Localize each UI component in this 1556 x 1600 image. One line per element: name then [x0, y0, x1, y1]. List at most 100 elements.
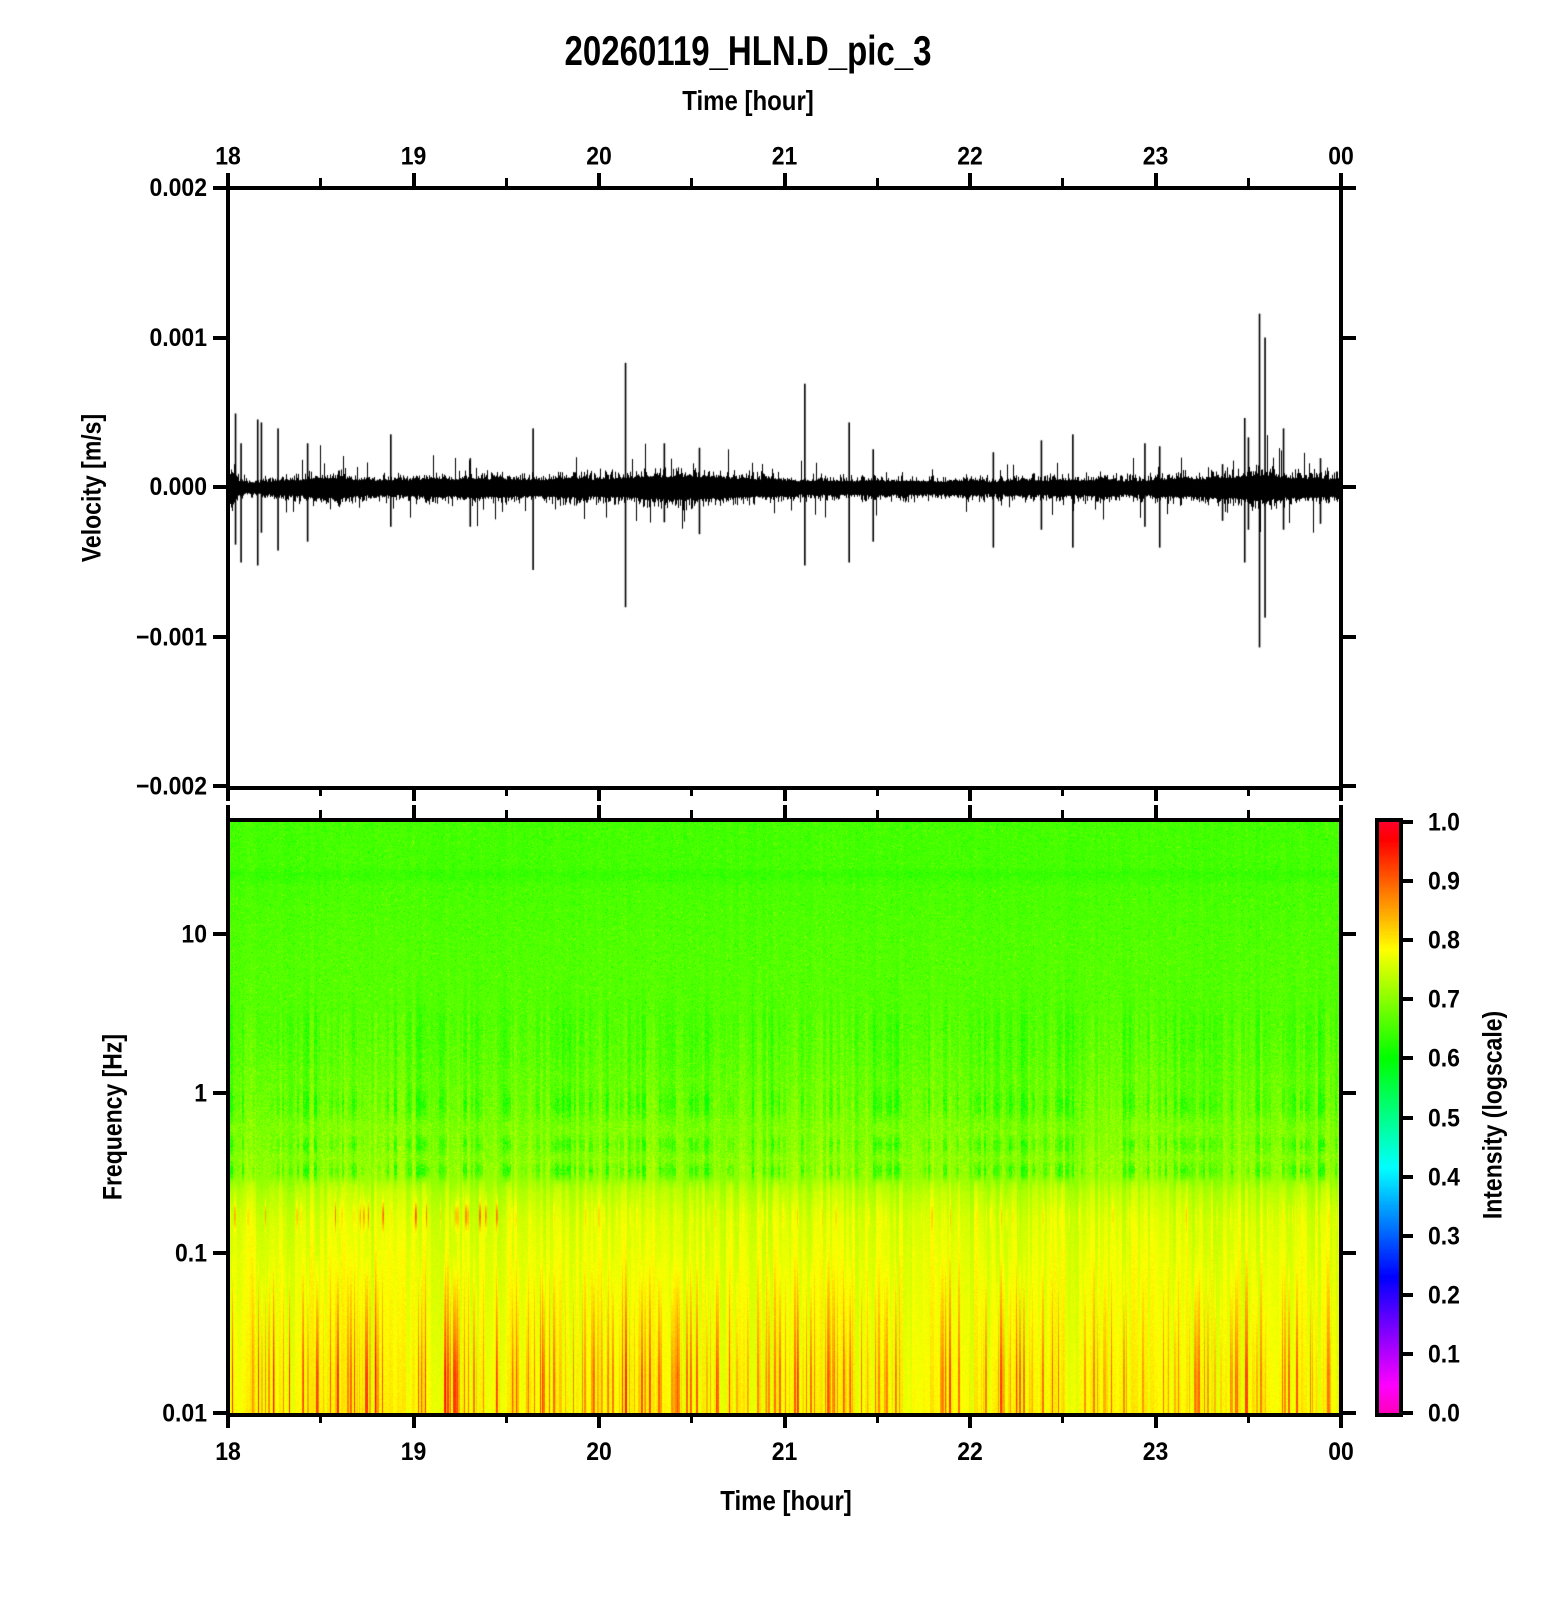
seismogram-waveform	[230, 190, 1339, 786]
halfhour-minor-tick	[690, 810, 694, 818]
hour-major-tick	[226, 1415, 230, 1428]
hour-major-tick	[1339, 173, 1343, 186]
colorbar-tick	[1403, 1115, 1413, 1120]
hour-major-tick	[226, 788, 230, 801]
hour-major-tick	[1339, 788, 1343, 801]
top-axis-tick-label: 18	[215, 141, 241, 171]
hour-major-tick	[411, 788, 416, 801]
frequency-tick	[1343, 1411, 1356, 1415]
spectrogram-heatmap	[230, 822, 1339, 1413]
halfhour-minor-tick	[1246, 788, 1250, 796]
colorbar-tick-label: 0.6	[1428, 1043, 1460, 1073]
velocity-tick	[1343, 634, 1356, 639]
halfhour-minor-tick	[875, 1415, 879, 1423]
halfhour-minor-tick	[690, 788, 694, 796]
colorbar-tick	[1403, 820, 1413, 824]
velocity-tick-label: 0.000	[149, 472, 207, 501]
bottom-axis-tick-label: 19	[400, 1436, 427, 1466]
colorbar-tick	[1403, 938, 1413, 943]
spectrogram-y-axis-title: Frequency [Hz]	[97, 1033, 128, 1201]
colorbar-tick	[1403, 997, 1413, 1002]
halfhour-minor-tick	[875, 788, 879, 796]
velocity-tick	[213, 485, 226, 489]
velocity-tick	[1343, 784, 1356, 788]
halfhour-minor-tick	[690, 1415, 694, 1423]
frequency-tick-label: 10	[181, 918, 207, 948]
hour-major-tick	[1339, 805, 1343, 818]
colorbar-tick-label: 0.9	[1428, 866, 1460, 895]
colorbar-tick-label: 0.2	[1428, 1279, 1460, 1309]
halfhour-minor-tick	[1061, 788, 1065, 796]
waveform-y-axis-title: Velocity [m/s]	[76, 413, 107, 563]
bottom-axis-tick-label: 20	[586, 1436, 612, 1466]
top-axis-tick-label: 20	[586, 141, 612, 171]
halfhour-minor-tick	[1246, 810, 1250, 818]
colorbar-tick-label: 0.3	[1428, 1220, 1460, 1250]
top-axis-tick-label: 23	[1142, 141, 1169, 171]
halfhour-minor-tick	[1246, 1415, 1250, 1423]
halfhour-minor-tick	[875, 178, 879, 186]
colorbar-tick	[1403, 1411, 1413, 1415]
hour-major-tick	[597, 788, 601, 801]
halfhour-minor-tick	[1061, 178, 1065, 186]
hour-major-tick	[968, 805, 972, 818]
halfhour-minor-tick	[504, 1415, 508, 1423]
colorbar-tick	[1403, 1233, 1413, 1238]
halfhour-minor-tick	[504, 810, 508, 818]
hour-major-tick	[782, 173, 787, 186]
hour-major-tick	[411, 805, 416, 818]
top-axis-tick-label: 19	[400, 141, 427, 171]
colorbar-tick-label: 0.7	[1428, 984, 1460, 1014]
hour-major-tick	[597, 1415, 601, 1428]
colorbar-tick-label: 0.4	[1428, 1161, 1460, 1191]
velocity-tick-label: −0.001	[136, 621, 207, 651]
colorbar-tick	[1403, 1056, 1413, 1061]
halfhour-minor-tick	[1246, 178, 1250, 186]
halfhour-minor-tick	[319, 810, 323, 818]
hour-major-tick	[411, 1415, 416, 1428]
hour-major-tick	[226, 805, 230, 818]
velocity-tick-label: 0.001	[149, 322, 207, 352]
hour-major-tick	[597, 173, 601, 186]
velocity-tick-label: 0.002	[149, 173, 207, 202]
hour-major-tick	[1339, 1415, 1343, 1428]
velocity-tick	[213, 634, 226, 639]
hour-major-tick	[226, 173, 230, 186]
frequency-tick	[213, 1091, 226, 1096]
velocity-tick	[213, 335, 226, 340]
colorbar-title: Intensity (logscale)	[1477, 1010, 1508, 1220]
hour-major-tick	[968, 1415, 972, 1428]
colorbar-gradient	[1379, 822, 1399, 1413]
frequency-tick	[1343, 931, 1356, 936]
colorbar-tick-label: 0.0	[1428, 1398, 1460, 1427]
bottom-axis-tick-label: 18	[215, 1436, 241, 1466]
colorbar-tick	[1403, 1292, 1413, 1297]
frequency-tick	[1343, 1251, 1356, 1256]
velocity-tick	[213, 784, 226, 788]
top-axis-title: Time [hour]	[682, 85, 814, 117]
halfhour-minor-tick	[690, 178, 694, 186]
velocity-tick	[213, 186, 226, 190]
hour-major-tick	[597, 805, 601, 818]
halfhour-minor-tick	[875, 810, 879, 818]
hour-major-tick	[782, 1415, 787, 1428]
top-axis-tick-label: 00	[1328, 141, 1354, 171]
halfhour-minor-tick	[319, 178, 323, 186]
hour-major-tick	[968, 173, 972, 186]
colorbar-tick	[1403, 1174, 1413, 1179]
top-axis-tick-label: 22	[957, 141, 983, 171]
frequency-tick-label: 1	[194, 1078, 207, 1108]
top-axis-tick-label: 21	[771, 141, 798, 171]
halfhour-minor-tick	[319, 788, 323, 796]
hour-major-tick	[782, 788, 787, 801]
hour-major-tick	[1153, 805, 1158, 818]
halfhour-minor-tick	[1061, 1415, 1065, 1423]
colorbar-tick-label: 1.0	[1428, 807, 1460, 836]
hour-major-tick	[411, 173, 416, 186]
frequency-tick	[213, 1251, 226, 1256]
velocity-tick	[1343, 186, 1356, 190]
hour-major-tick	[1153, 173, 1158, 186]
colorbar-tick	[1403, 1351, 1413, 1356]
velocity-tick	[1343, 485, 1356, 489]
